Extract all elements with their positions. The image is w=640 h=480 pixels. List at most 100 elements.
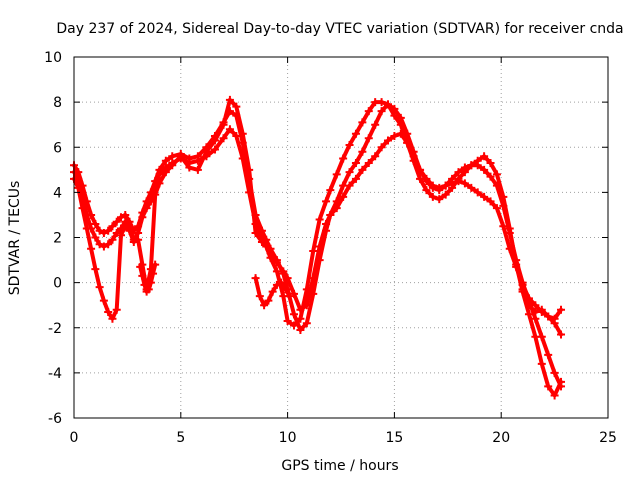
x-tick-label: 25: [599, 430, 617, 446]
data-point: [251, 274, 260, 283]
data-point: [95, 240, 104, 249]
x-tick-label: 10: [279, 430, 297, 446]
data-point: [322, 226, 331, 235]
data-point: [225, 125, 234, 134]
data-point: [467, 183, 476, 192]
data-point: [104, 226, 113, 235]
data-point: [322, 197, 331, 206]
data-point: [550, 314, 559, 323]
y-axis-ticks: -6 -4 -2 0 2 4 6 8 10: [44, 50, 608, 427]
data-point: [486, 159, 495, 168]
y-tick-label: -4: [48, 366, 62, 382]
data-point: [351, 159, 360, 168]
data-point: [134, 222, 143, 231]
data-point: [557, 377, 566, 386]
data-point: [550, 391, 559, 400]
data-point: [332, 170, 341, 179]
x-tick-label: 20: [492, 430, 510, 446]
data-point: [473, 156, 482, 165]
series-arc-6: [518, 285, 566, 323]
data-point: [544, 350, 553, 359]
data-point: [257, 238, 266, 247]
data-point: [202, 147, 211, 156]
series-arc-2: [70, 100, 566, 391]
data-point: [108, 222, 117, 231]
data-point: [422, 186, 431, 195]
data-point: [134, 228, 143, 237]
data-point: [134, 235, 143, 244]
y-tick-label: 0: [53, 276, 62, 292]
data-point: [499, 222, 508, 231]
data-point: [112, 217, 121, 226]
data-point: [383, 100, 392, 109]
data-point: [396, 120, 405, 129]
data-point: [544, 382, 553, 391]
data-point: [422, 177, 431, 186]
data-point: [435, 195, 444, 204]
data-point: [296, 314, 305, 323]
data-point: [409, 156, 418, 165]
data-point: [351, 174, 360, 183]
data-point: [264, 296, 273, 305]
data-point: [524, 301, 533, 310]
data-point: [364, 134, 373, 143]
data-point: [283, 316, 292, 325]
data-point: [290, 310, 299, 319]
data-point: [129, 238, 138, 247]
data-point: [185, 163, 194, 172]
data-point: [371, 152, 380, 161]
x-axis-label: GPS time / hours: [281, 458, 398, 474]
data-point: [255, 292, 264, 301]
data-point: [358, 147, 367, 156]
data-point: [518, 285, 527, 294]
data-point: [232, 131, 241, 140]
data-point: [290, 321, 299, 330]
data-point: [486, 172, 495, 181]
data-point: [95, 226, 104, 235]
data-point: [377, 107, 386, 116]
series-arc-4: [251, 274, 294, 310]
data-point: [531, 332, 540, 341]
data-point: [74, 168, 83, 177]
data-point: [104, 307, 113, 316]
data-point: [326, 186, 335, 195]
data-point: [260, 301, 269, 310]
data-point: [302, 319, 311, 328]
data-point: [99, 228, 108, 237]
data-point: [448, 183, 457, 192]
data-point: [531, 314, 540, 323]
data-point: [531, 307, 540, 316]
data-point: [537, 359, 546, 368]
data-point: [146, 188, 155, 197]
data-point: [272, 267, 281, 276]
data-point: [112, 305, 121, 314]
data-point: [104, 240, 113, 249]
data-point: [210, 136, 219, 145]
data-point: [78, 181, 87, 190]
data-point: [251, 228, 260, 237]
data-point: [505, 224, 514, 233]
data-point: [332, 197, 341, 206]
data-point: [151, 177, 160, 186]
data-point: [155, 179, 164, 188]
data-point: [339, 181, 348, 190]
data-point: [87, 244, 96, 253]
data-point: [78, 204, 87, 213]
data-point: [193, 165, 202, 174]
data-point: [390, 131, 399, 140]
data-point: [108, 314, 117, 323]
data-point: [185, 154, 194, 163]
data-point: [138, 208, 147, 217]
y-axis-label: SDTVAR / TECUs: [7, 181, 23, 296]
data-point: [210, 145, 219, 154]
data-point: [95, 283, 104, 292]
data-point: [557, 305, 566, 314]
data-point: [435, 186, 444, 195]
data-point: [138, 271, 147, 280]
data-point: [112, 228, 121, 237]
y-tick-label: 8: [53, 95, 62, 111]
series-arc-3: [70, 95, 566, 400]
data-point: [309, 289, 318, 298]
data-point: [176, 152, 185, 161]
data-point: [87, 210, 96, 219]
